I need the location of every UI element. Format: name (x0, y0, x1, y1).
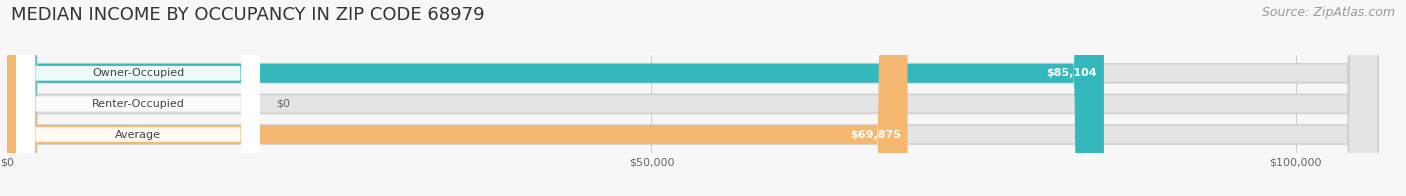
FancyBboxPatch shape (7, 0, 1378, 196)
Text: Average: Average (115, 130, 162, 140)
FancyBboxPatch shape (7, 0, 1378, 196)
FancyBboxPatch shape (7, 0, 908, 196)
FancyBboxPatch shape (7, 0, 1378, 196)
FancyBboxPatch shape (17, 0, 260, 196)
Text: Renter-Occupied: Renter-Occupied (91, 99, 184, 109)
FancyBboxPatch shape (17, 0, 260, 196)
FancyBboxPatch shape (17, 0, 260, 196)
Text: Owner-Occupied: Owner-Occupied (91, 68, 184, 78)
FancyBboxPatch shape (7, 0, 1104, 196)
Text: $0: $0 (277, 99, 291, 109)
Text: MEDIAN INCOME BY OCCUPANCY IN ZIP CODE 68979: MEDIAN INCOME BY OCCUPANCY IN ZIP CODE 6… (11, 6, 485, 24)
Text: Source: ZipAtlas.com: Source: ZipAtlas.com (1261, 6, 1395, 19)
Text: $69,875: $69,875 (849, 130, 901, 140)
Text: $85,104: $85,104 (1046, 68, 1097, 78)
